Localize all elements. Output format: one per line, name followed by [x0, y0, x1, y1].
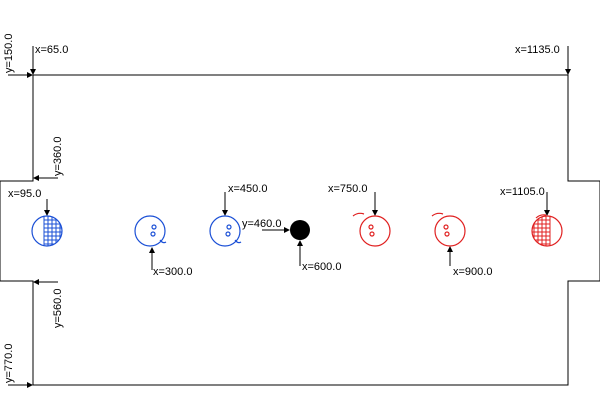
blue-goalkeeper: x=95.0: [8, 188, 63, 247]
field-outline: [0, 74, 600, 386]
goal-top-y-label: y=360.0: [52, 137, 64, 176]
face-icon: [352, 212, 391, 247]
top-y-marker: y=150.0: [3, 34, 33, 78]
face-icon: [134, 215, 167, 247]
red-player-1: x=750.0: [328, 183, 391, 247]
blue-player-1-x-label: x=300.0: [153, 266, 192, 278]
ball-x-label: x=600.0: [302, 261, 341, 273]
netted-face-icon: [531, 215, 563, 247]
red-player-1-x-label: x=750.0: [328, 183, 367, 195]
netted-face-icon: [31, 215, 63, 247]
blue-player-2-x-label: x=450.0: [228, 183, 267, 195]
ball-y-label: y=460.0: [242, 218, 281, 230]
red-player-2: x=900.0: [431, 212, 492, 278]
top-left-x-label: x=65.0: [35, 44, 68, 56]
top-y-label: y=150.0: [3, 34, 15, 73]
blue-player-2: x=450.0: [209, 183, 267, 247]
ball-icon: [290, 220, 310, 240]
top-right-x-label: x=1135.0: [515, 44, 560, 56]
red-player-2-x-label: x=900.0: [453, 266, 492, 278]
bottom-y-label: y=770.0: [3, 344, 15, 383]
goal-bottom-y-label: y=560.0: [52, 289, 64, 328]
blue-goalkeeper-x-label: x=95.0: [8, 188, 41, 200]
ball-marker: y=460.0 x=600.0: [242, 218, 341, 273]
blue-player-1: x=300.0: [134, 215, 192, 278]
red-goalkeeper: x=1105.0: [500, 186, 563, 247]
red-goalkeeper-x-label: x=1105.0: [500, 186, 545, 198]
face-icon: [431, 212, 466, 247]
top-right-x-marker: x=1135.0: [515, 44, 571, 75]
face-icon: [209, 215, 242, 247]
top-left-x-marker: x=65.0: [30, 44, 68, 75]
goal-bottom-y-marker: y=560.0: [33, 279, 64, 328]
goal-top-y-marker: y=360.0: [33, 137, 64, 181]
bottom-y-marker: y=770.0: [3, 344, 33, 388]
